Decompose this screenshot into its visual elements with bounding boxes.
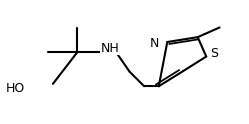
Text: N: N bbox=[149, 37, 159, 50]
Text: NH: NH bbox=[101, 42, 120, 55]
Text: S: S bbox=[210, 47, 218, 60]
Text: HO: HO bbox=[6, 82, 25, 95]
